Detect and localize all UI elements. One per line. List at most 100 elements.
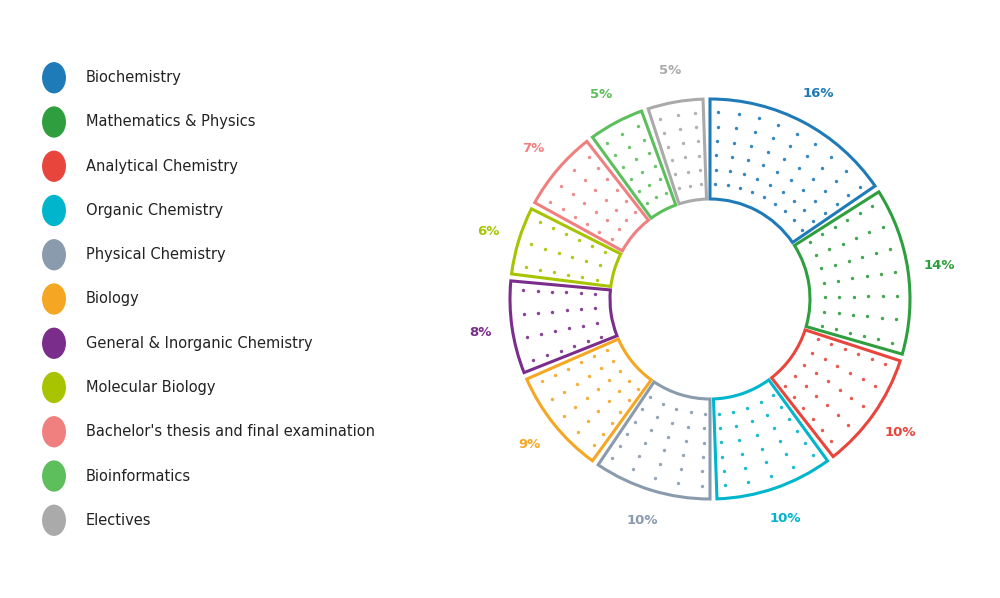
Point xyxy=(641,180,657,190)
Point xyxy=(770,120,786,130)
Point xyxy=(786,196,802,205)
Point xyxy=(882,245,898,254)
Point xyxy=(565,190,581,199)
Point xyxy=(647,473,663,483)
Point xyxy=(547,327,563,336)
Point xyxy=(560,270,576,279)
Point xyxy=(839,215,855,225)
Point xyxy=(772,436,788,446)
Point xyxy=(740,155,756,165)
Point xyxy=(759,410,775,420)
Point xyxy=(571,235,587,245)
Circle shape xyxy=(43,63,65,93)
Point xyxy=(763,471,779,481)
Point xyxy=(832,385,848,395)
Point xyxy=(708,165,724,175)
Point xyxy=(767,199,783,209)
Point xyxy=(794,225,810,235)
Point xyxy=(732,183,748,193)
Point xyxy=(530,308,546,318)
Point xyxy=(765,133,781,143)
Point xyxy=(722,166,738,176)
Point xyxy=(840,420,856,429)
Point xyxy=(805,414,821,424)
Point xyxy=(560,364,576,373)
Point xyxy=(648,193,664,202)
Point xyxy=(586,351,602,361)
Text: 7%: 7% xyxy=(522,142,544,155)
Point xyxy=(835,239,851,248)
Point xyxy=(734,449,750,459)
Point xyxy=(783,175,799,185)
Point xyxy=(545,223,561,233)
Point xyxy=(711,409,727,419)
Point xyxy=(589,318,605,327)
Circle shape xyxy=(43,284,65,314)
Point xyxy=(584,241,600,251)
Point xyxy=(843,393,859,403)
Point xyxy=(813,264,829,273)
Circle shape xyxy=(43,417,65,447)
Point xyxy=(621,395,637,405)
Point xyxy=(875,291,891,301)
Point xyxy=(579,393,595,403)
Text: Organic Chemistry: Organic Chemistry xyxy=(86,203,223,218)
Point xyxy=(805,450,821,460)
Point xyxy=(677,152,693,162)
Point xyxy=(846,292,862,301)
Point xyxy=(737,463,753,473)
Point xyxy=(532,217,548,227)
Point xyxy=(694,481,710,490)
Point xyxy=(854,252,870,262)
Point xyxy=(621,142,637,151)
Point xyxy=(518,263,534,272)
Point xyxy=(577,176,593,185)
Point xyxy=(731,109,747,119)
Point xyxy=(687,108,703,117)
Point xyxy=(546,267,562,277)
Point xyxy=(688,122,704,132)
Point xyxy=(523,240,539,249)
Point xyxy=(590,407,606,416)
Point xyxy=(639,199,655,208)
Text: Analytical Chemistry: Analytical Chemistry xyxy=(86,158,238,174)
Point xyxy=(714,452,730,462)
Point xyxy=(777,207,793,216)
Point xyxy=(817,186,833,196)
Point xyxy=(744,417,760,426)
Point xyxy=(782,142,798,151)
Point xyxy=(873,270,889,279)
Point xyxy=(691,151,707,160)
Point xyxy=(597,247,613,257)
Point xyxy=(553,346,569,356)
Point xyxy=(680,422,696,431)
Point xyxy=(831,292,847,301)
Text: 14%: 14% xyxy=(924,260,955,273)
Point xyxy=(842,368,858,377)
Point xyxy=(814,230,830,239)
Point xyxy=(539,350,555,360)
Point xyxy=(710,108,726,117)
Point xyxy=(566,166,582,175)
Point xyxy=(756,193,772,202)
Point xyxy=(637,438,653,448)
Point xyxy=(579,219,595,229)
Point xyxy=(855,401,871,411)
Point xyxy=(611,386,627,395)
Point xyxy=(842,328,858,337)
Point xyxy=(810,334,826,344)
Point xyxy=(697,409,713,419)
Point xyxy=(789,129,805,138)
Point xyxy=(696,423,712,433)
Point xyxy=(877,360,893,370)
Point xyxy=(755,160,771,170)
Point xyxy=(828,325,844,334)
Point xyxy=(796,206,812,215)
Point xyxy=(525,355,541,365)
Point xyxy=(556,411,572,421)
Point xyxy=(627,417,643,426)
Point xyxy=(678,436,694,446)
Text: 8%: 8% xyxy=(469,325,492,338)
Point xyxy=(608,205,624,215)
Point xyxy=(542,197,558,207)
